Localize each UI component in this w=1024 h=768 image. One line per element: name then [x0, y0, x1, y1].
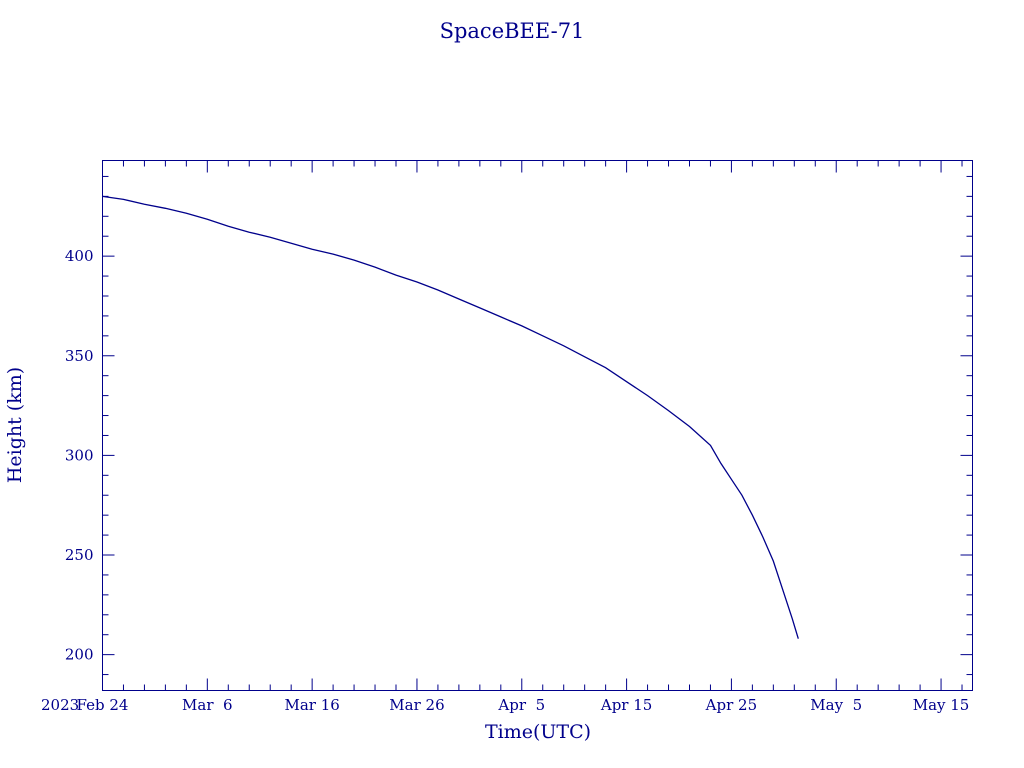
y-tick-label: 350: [65, 347, 94, 365]
x-tick-label: May 5: [810, 696, 862, 714]
x-axis-label: Time(UTC): [485, 721, 591, 743]
y-axis-label: Height (km): [4, 367, 26, 483]
plot-frame: [102, 160, 973, 691]
x-tick-label: Mar 16: [284, 696, 339, 714]
x-tick-label: Apr 15: [600, 696, 652, 714]
x-axis: Feb 24 Mar 6 Mar 16 Mar 26 Apr 5 Apr 15 Apr 25…: [77, 160, 970, 714]
series-line: [102, 195, 799, 639]
chart-title: SpaceBEE-71: [440, 19, 585, 43]
y-tick-label: 200: [65, 646, 94, 664]
y-tick-label: 400: [65, 247, 94, 265]
x-tick-label: Mar 6: [182, 696, 233, 714]
x-tick-label: Apr 25: [705, 696, 757, 714]
x-tick-label: May 15: [913, 696, 970, 714]
x-tick-label: Mar 26: [389, 696, 444, 714]
y-axis: 200 250 300 350 400: [65, 175, 973, 676]
x-start-year-label: 2023: [41, 696, 79, 714]
x-tick-label: Feb 24: [77, 696, 129, 714]
x-tick-label: Apr 5: [497, 696, 545, 714]
y-tick-label: 300: [65, 446, 94, 464]
y-tick-label: 250: [65, 546, 94, 564]
